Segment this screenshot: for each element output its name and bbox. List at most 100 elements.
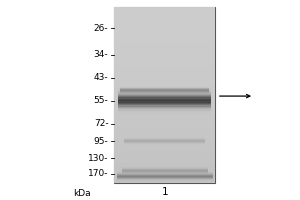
- Bar: [122, 170, 208, 171]
- Bar: [118, 95, 211, 96]
- Bar: [118, 92, 211, 94]
- Bar: [114, 63, 215, 66]
- Bar: [114, 92, 215, 95]
- Bar: [117, 177, 213, 178]
- Bar: [114, 75, 215, 78]
- Bar: [114, 86, 215, 89]
- Bar: [114, 25, 215, 28]
- Bar: [118, 97, 211, 99]
- Bar: [114, 101, 215, 104]
- Bar: [124, 138, 205, 139]
- Bar: [114, 80, 215, 83]
- Bar: [114, 48, 215, 51]
- Bar: [114, 78, 215, 80]
- Bar: [114, 13, 215, 16]
- Bar: [114, 28, 215, 31]
- Bar: [114, 89, 215, 92]
- Bar: [117, 174, 213, 175]
- Bar: [114, 66, 215, 69]
- Bar: [114, 107, 215, 110]
- Bar: [122, 169, 208, 170]
- Bar: [114, 36, 215, 39]
- Bar: [114, 133, 215, 136]
- Bar: [114, 19, 215, 22]
- Bar: [114, 122, 215, 124]
- Bar: [114, 136, 215, 139]
- Bar: [122, 174, 208, 175]
- Bar: [124, 140, 205, 141]
- Bar: [118, 105, 211, 107]
- Bar: [114, 157, 215, 160]
- Bar: [114, 110, 215, 113]
- Bar: [117, 178, 213, 179]
- Bar: [114, 177, 215, 180]
- Bar: [124, 139, 205, 140]
- Text: 1: 1: [161, 187, 168, 197]
- Bar: [122, 173, 208, 174]
- Text: 55-: 55-: [94, 96, 108, 105]
- Bar: [114, 31, 215, 34]
- Bar: [122, 171, 208, 172]
- Bar: [118, 113, 211, 115]
- Bar: [114, 127, 215, 130]
- Bar: [114, 51, 215, 54]
- Bar: [114, 22, 215, 25]
- Bar: [114, 98, 215, 101]
- Bar: [114, 116, 215, 119]
- Text: 72-: 72-: [94, 119, 108, 128]
- Bar: [114, 16, 215, 19]
- Bar: [114, 113, 215, 116]
- Bar: [118, 96, 211, 97]
- Bar: [114, 72, 215, 75]
- Bar: [114, 154, 215, 157]
- Bar: [120, 86, 209, 87]
- Bar: [114, 119, 215, 122]
- Bar: [114, 60, 215, 63]
- Text: 95-: 95-: [94, 137, 108, 146]
- Bar: [114, 180, 215, 183]
- Bar: [114, 142, 215, 145]
- Bar: [114, 34, 215, 36]
- Bar: [114, 83, 215, 86]
- Bar: [120, 93, 209, 94]
- Bar: [114, 10, 215, 13]
- Bar: [118, 103, 211, 104]
- Bar: [117, 175, 213, 176]
- Bar: [122, 172, 208, 173]
- Bar: [118, 112, 211, 113]
- Bar: [114, 7, 215, 183]
- Bar: [120, 88, 209, 89]
- Bar: [124, 144, 205, 145]
- Bar: [120, 91, 209, 92]
- Text: 34-: 34-: [94, 50, 108, 59]
- Bar: [114, 171, 215, 174]
- Bar: [118, 91, 211, 92]
- Bar: [120, 89, 209, 90]
- Bar: [122, 167, 208, 168]
- Bar: [120, 94, 209, 95]
- Bar: [114, 151, 215, 154]
- Bar: [118, 104, 211, 105]
- Text: 26-: 26-: [94, 24, 108, 33]
- Bar: [120, 90, 209, 91]
- Bar: [124, 142, 205, 143]
- Bar: [117, 171, 213, 172]
- Bar: [114, 7, 215, 10]
- Bar: [117, 172, 213, 173]
- Bar: [118, 111, 211, 112]
- Bar: [117, 179, 213, 180]
- Bar: [117, 180, 213, 181]
- Text: 130-: 130-: [88, 154, 108, 163]
- Bar: [118, 99, 211, 100]
- Bar: [114, 104, 215, 107]
- Bar: [124, 145, 205, 146]
- Text: kDa: kDa: [73, 189, 91, 198]
- Bar: [114, 39, 215, 42]
- Bar: [114, 174, 215, 177]
- Bar: [114, 130, 215, 133]
- Bar: [114, 54, 215, 57]
- Bar: [114, 163, 215, 166]
- Bar: [114, 145, 215, 148]
- Text: 170-: 170-: [88, 169, 108, 178]
- Bar: [118, 108, 211, 109]
